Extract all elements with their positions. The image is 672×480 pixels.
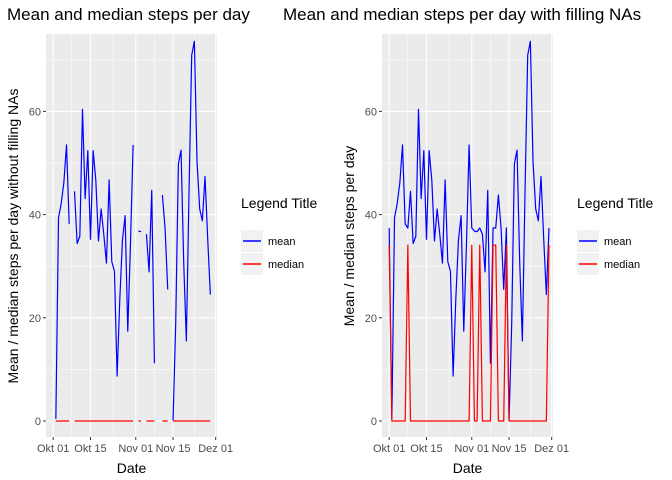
legend-label-median: median xyxy=(268,259,304,271)
x-tick-label: Okt 15 xyxy=(74,443,106,455)
legend: Legend Title mean median xyxy=(577,195,653,275)
y-tick-label: 60 xyxy=(29,106,41,118)
legend-label-median: median xyxy=(604,259,640,271)
series-line-median xyxy=(388,244,550,422)
y-ticks: 0 20 40 60 xyxy=(365,106,382,428)
legend-label-mean: mean xyxy=(604,236,632,248)
y-tick-label: 60 xyxy=(365,106,377,118)
legend-title: Legend Title xyxy=(577,195,653,211)
x-tick-label: Nov 01 xyxy=(118,443,153,455)
x-ticks: Okt 01 Okt 15 Nov 01 Nov 15 Dez 01 xyxy=(37,437,233,455)
chart-title: Mean and median steps per day xyxy=(7,5,250,24)
y-tick-label: 0 xyxy=(35,416,41,428)
x-tick-label: Okt 01 xyxy=(37,443,69,455)
y-axis-title: Mean / median steps per day xyxy=(341,146,357,327)
x-ticks: Okt 01 Okt 15 Nov 01 Nov 15 Dez 01 xyxy=(373,437,569,455)
x-axis-title: Date xyxy=(117,460,147,476)
legend: Legend Title mean median xyxy=(241,195,317,275)
x-tick-label: Nov 15 xyxy=(156,443,191,455)
y-tick-label: 0 xyxy=(371,416,377,428)
x-tick-label: Dez 01 xyxy=(198,443,233,455)
y-tick-label: 40 xyxy=(29,210,41,222)
x-tick-label: Nov 15 xyxy=(492,443,527,455)
x-tick-label: Okt 15 xyxy=(410,443,442,455)
x-tick-label: Dez 01 xyxy=(534,443,569,455)
y-tick-label: 20 xyxy=(365,313,377,325)
series-line-mean xyxy=(55,40,211,421)
y-axis-title: Mean / median steps per day without fill… xyxy=(5,89,21,384)
x-tick-label: Nov 01 xyxy=(454,443,489,455)
series-line-mean xyxy=(388,40,550,422)
chart-left: Mean and median steps per day 0 20 40 60 Ok… xyxy=(5,5,317,476)
legend-title: Legend Title xyxy=(241,195,317,211)
y-ticks: 0 20 40 60 xyxy=(29,106,46,428)
series xyxy=(388,40,550,422)
legend-label-mean: mean xyxy=(268,236,296,248)
x-tick-label: Okt 01 xyxy=(373,443,405,455)
x-axis-title: Date xyxy=(453,460,483,476)
y-tick-label: 40 xyxy=(365,210,377,222)
y-tick-label: 20 xyxy=(29,313,41,325)
series xyxy=(55,40,211,422)
chart-right: Mean and median steps per day with filli… xyxy=(283,5,653,476)
chart-title: Mean and median steps per day with filli… xyxy=(283,5,641,24)
